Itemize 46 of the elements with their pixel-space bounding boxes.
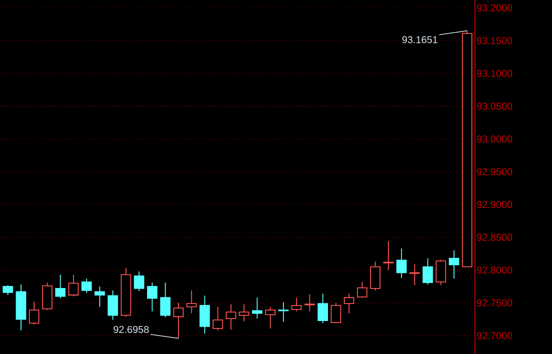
candlestick [383, 240, 394, 271]
y-tick-label: 93.1000 [477, 70, 512, 77]
y-tick-label: 92.7500 [477, 299, 512, 306]
candlestick [134, 270, 144, 292]
annotation: 93.1651 [402, 36, 438, 44]
candlestick [212, 306, 223, 331]
candlestick [409, 264, 420, 286]
candlestick [422, 258, 433, 285]
y-tick-label: 93.2000 [477, 4, 512, 12]
y-tick-label: 93.1500 [477, 37, 512, 44]
candlestick [291, 297, 302, 312]
candlestick [252, 297, 262, 320]
y-tick-label: 92.7000 [477, 332, 512, 340]
candlestick [304, 294, 315, 312]
candlestick [318, 293, 328, 324]
y-tick-label: 92.8500 [477, 234, 512, 241]
candlestick [68, 274, 79, 297]
candlestick [173, 302, 184, 339]
candlestick [356, 281, 368, 298]
candlestick [278, 302, 289, 322]
candlestick [396, 248, 407, 278]
candlestick [81, 278, 92, 294]
y-tick-label: 92.9000 [477, 201, 512, 208]
candlestick [436, 259, 446, 286]
candlestick [448, 250, 460, 280]
y-tick-label: 92.9500 [477, 168, 512, 176]
candlestick [265, 306, 276, 329]
candlestick [28, 301, 40, 325]
candlestick [330, 302, 342, 324]
candlestick [108, 290, 118, 320]
candlestick [370, 261, 380, 291]
candlestick [226, 304, 236, 330]
candlestick [2, 284, 14, 296]
candlestick [160, 282, 171, 318]
candlestick [42, 282, 52, 311]
candlestick [94, 286, 105, 308]
candlestick [200, 295, 210, 334]
candlestick [344, 293, 354, 314]
y-tick-label: 93.0500 [477, 102, 512, 110]
candlestick [55, 274, 66, 299]
y-tick-label: 93.0000 [477, 135, 512, 143]
y-tick-label: 92.8000 [477, 266, 512, 274]
candlestick [186, 290, 197, 314]
candlestick [147, 282, 158, 312]
candlestick [238, 304, 250, 322]
annotation: 92.6958 [114, 326, 149, 334]
